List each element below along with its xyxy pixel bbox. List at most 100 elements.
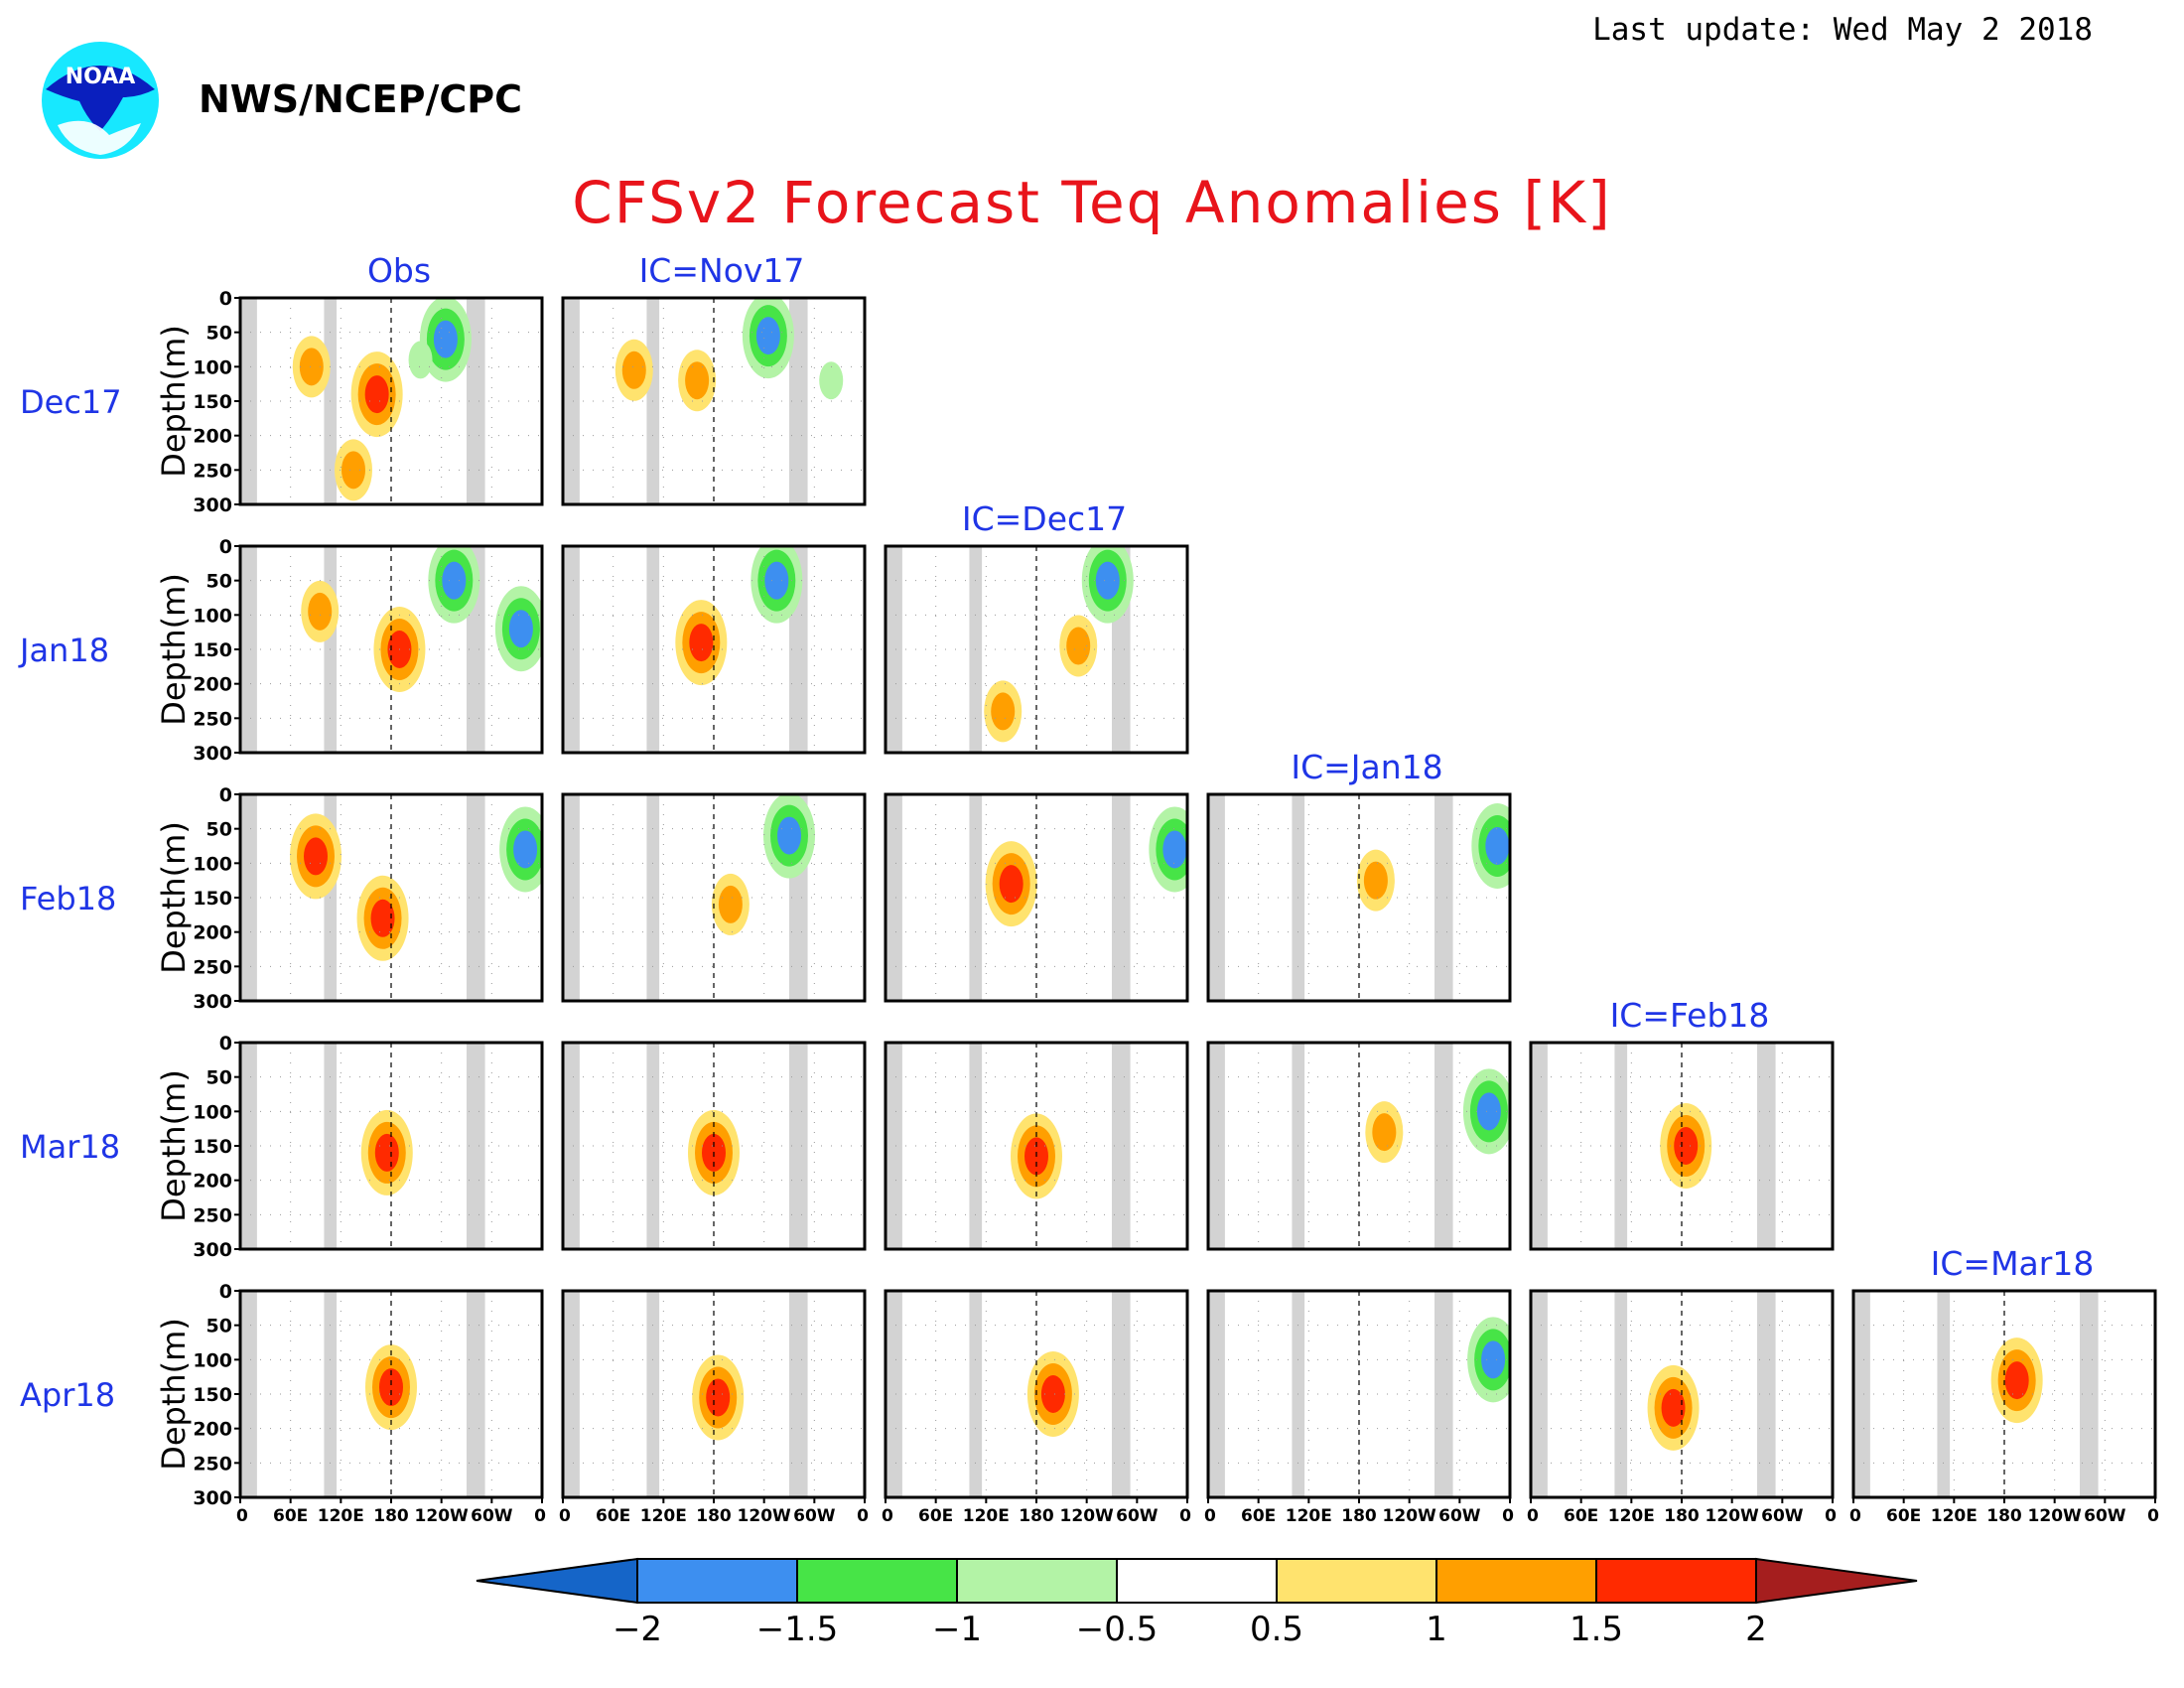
- anomaly-contour: [513, 830, 538, 869]
- panel: 0 60E 120E 180 120W 60W 0: [1849, 1289, 2159, 1526]
- x-tick-label: 60W: [471, 1506, 513, 1526]
- x-tick-label: 60W: [793, 1506, 836, 1526]
- x-tick-label: 60E: [1241, 1506, 1276, 1526]
- x-tick-label: 120E: [1931, 1506, 1978, 1526]
- land-band: [563, 546, 580, 753]
- x-tick-label: 180: [373, 1506, 409, 1526]
- panel: [884, 1041, 1189, 1251]
- colorbar-extend-high: [1755, 1557, 1918, 1605]
- x-tick-label: 0: [1204, 1506, 1216, 1526]
- y-axis-label: Depth(m): [155, 573, 193, 726]
- colorbar-box: [796, 1558, 958, 1604]
- panel-frame: [884, 544, 1189, 755]
- land-band: [240, 1291, 257, 1497]
- anomaly-contour: [1095, 561, 1120, 600]
- panel-frame: [561, 792, 867, 1003]
- colorbar-label: −2: [613, 1610, 662, 1649]
- colorbar-box: [1116, 1558, 1278, 1604]
- anomaly-contour: [370, 899, 395, 937]
- x-tick-label: 0: [1825, 1506, 1837, 1526]
- anomaly-contour: [689, 624, 714, 662]
- anomaly-contour: [706, 1378, 731, 1417]
- land-band: [886, 1291, 902, 1497]
- y-tick-label: 250: [193, 460, 232, 482]
- land-band: [1434, 1043, 1453, 1249]
- x-tick-label: 180: [1986, 1506, 2022, 1526]
- y-tick-label: 0: [219, 784, 232, 806]
- land-band: [1208, 1043, 1225, 1249]
- land-band: [1531, 1291, 1548, 1497]
- land-band: [886, 1043, 902, 1249]
- x-tick-label: 120E: [1286, 1506, 1332, 1526]
- panel-content: [240, 794, 542, 1001]
- row-label: Mar18: [20, 1128, 120, 1166]
- panel-content: [886, 1043, 1187, 1249]
- panel: [561, 544, 867, 755]
- column-title: IC=Dec17: [962, 499, 1127, 538]
- y-tick-label: 200: [193, 426, 232, 448]
- anomaly-contour: [1661, 1388, 1686, 1427]
- column-title: IC=Jan18: [1291, 748, 1442, 786]
- land-band: [1434, 794, 1453, 1001]
- panel-frame: [1206, 792, 1512, 1003]
- x-tick-label: 0: [882, 1506, 893, 1526]
- land-band: [1853, 1291, 1870, 1497]
- panel-content: [886, 1291, 1187, 1497]
- land-band: [1208, 1291, 1225, 1497]
- y-tick-label: 0: [219, 1281, 232, 1303]
- y-tick-label: 100: [193, 1349, 232, 1371]
- column-title: IC=Feb18: [1610, 996, 1770, 1035]
- panel-content: [240, 1291, 542, 1497]
- anomaly-contour: [2004, 1361, 2029, 1400]
- panel-content: [240, 1043, 542, 1249]
- land-band: [1757, 1291, 1776, 1497]
- land-band: [886, 794, 902, 1001]
- row-label: Apr18: [20, 1376, 115, 1414]
- x-tick-label: 120W: [1383, 1506, 1436, 1526]
- x-tick-label: 0: [236, 1506, 248, 1526]
- land-band: [789, 1043, 808, 1249]
- x-tick-label: 0: [1179, 1506, 1191, 1526]
- panel-frame: [1529, 1041, 1835, 1251]
- noaa-logo: NOAA: [40, 40, 161, 161]
- y-axis-label: Depth(m): [155, 1318, 193, 1471]
- colorbar-label: 1.5: [1570, 1610, 1623, 1649]
- panel-content: [563, 546, 865, 753]
- land-band: [467, 1291, 485, 1497]
- colorbar-box: [1595, 1558, 1757, 1604]
- anomaly-contour: [777, 816, 801, 855]
- y-tick-label: 250: [193, 1204, 232, 1226]
- x-tick-label: 120W: [738, 1506, 791, 1526]
- x-tick-label: 0: [1849, 1506, 1861, 1526]
- land-band: [467, 794, 485, 1001]
- panel-frame: [1206, 1041, 1512, 1251]
- panel-content: [886, 546, 1187, 753]
- colorbar-box: [1276, 1558, 1437, 1604]
- anomaly-contour: [1040, 1375, 1065, 1413]
- anomaly-contour: [374, 1133, 399, 1172]
- anomaly-contour: [508, 610, 533, 648]
- anomaly-contour: [755, 317, 780, 355]
- x-tick-label: 60E: [918, 1506, 953, 1526]
- panel-content: [1531, 1291, 1833, 1497]
- panel: [884, 544, 1189, 755]
- y-tick-label: 250: [193, 1453, 232, 1475]
- y-tick-label: 200: [193, 922, 232, 944]
- y-tick-label: 200: [193, 674, 232, 696]
- panel: 0 60E 120E 180 120W 60W 0: [1204, 1289, 1514, 1526]
- y-tick-label: 300: [193, 743, 232, 765]
- anomaly-contour: [718, 885, 743, 923]
- colorbar-label: 2: [1745, 1610, 1767, 1649]
- y-tick-label: 50: [206, 1067, 232, 1089]
- panel-content: [563, 298, 865, 504]
- anomaly-contour: [999, 865, 1024, 904]
- y-axis-label: Depth(m): [155, 1069, 193, 1222]
- panel-content: [1531, 1043, 1833, 1249]
- y-tick-label: 0: [219, 536, 232, 558]
- land-band: [789, 1291, 808, 1497]
- x-tick-label: 120E: [963, 1506, 1010, 1526]
- x-tick-label: 120W: [1706, 1506, 1759, 1526]
- panel-content: [1853, 1291, 2155, 1497]
